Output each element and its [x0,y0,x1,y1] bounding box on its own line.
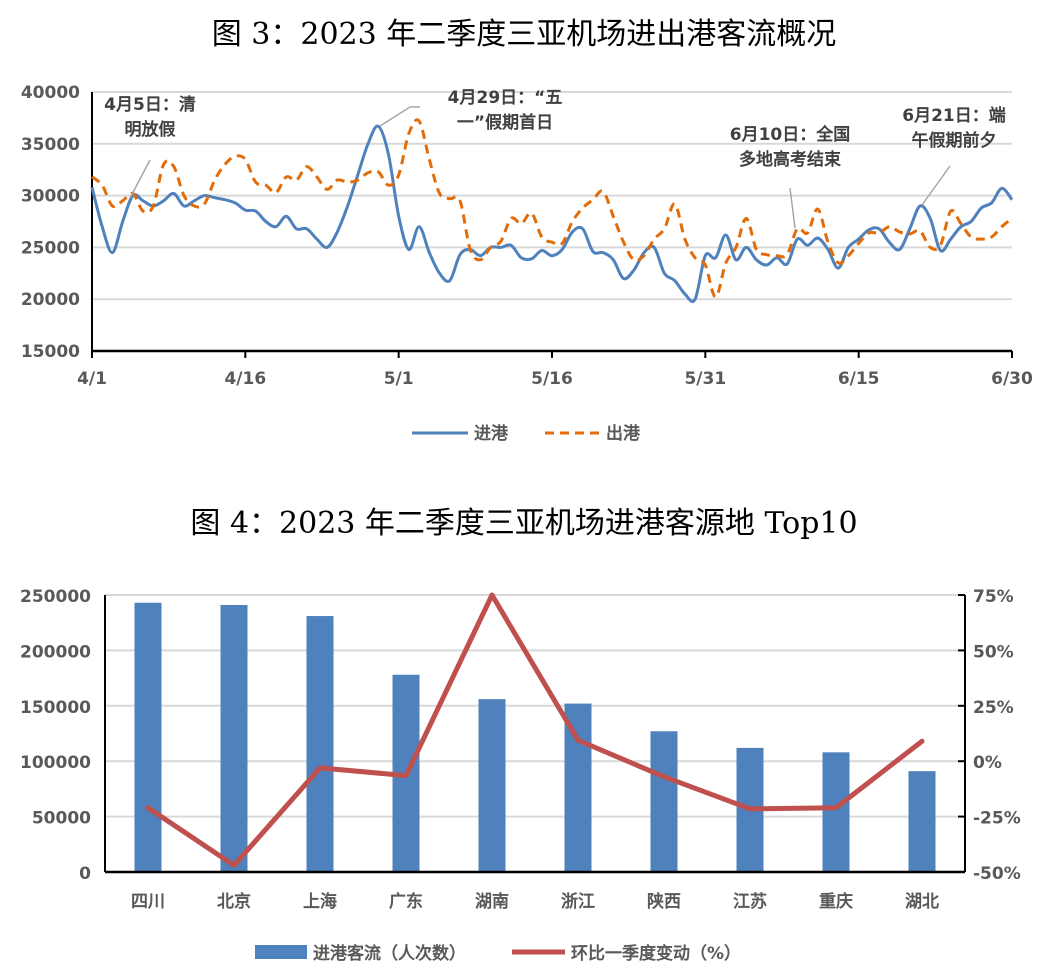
x-tick-label: 北京 [217,891,251,912]
y2-tick-label: 25% [973,698,1014,718]
annotation-text: 午假期前夕 [912,130,997,151]
x-tick-label: 上海 [303,891,337,912]
y-tick-label: 100000 [20,753,91,773]
x-tick-label: 4/1 [77,369,107,389]
x-tick-label: 江苏 [733,891,767,912]
y2-tick-label: 50% [973,642,1014,662]
bar [306,616,334,872]
legend-label-line: 环比一季度变动（%） [571,943,741,964]
x-tick-label: 6/15 [838,369,880,389]
chart1: 15000 20000 25000 30000 35000 40000 4/1 4/16 5/1… [21,83,1033,444]
annotation-text: 一”假期首日 [457,112,553,133]
x-tick-label: 重庆 [819,891,853,912]
annotation-text: 多地高考结束 [739,149,841,170]
bar [822,752,850,872]
x-tick-label: 6/30 [991,369,1033,389]
y-tick-label: 150000 [20,698,91,718]
y-tick-label: 250000 [20,587,91,607]
bar [650,731,678,872]
x-tick-label: 陕西 [647,891,681,912]
y2-tick-label: 75% [973,587,1014,607]
annotation-leader [921,165,951,206]
x-tick-label: 浙江 [561,891,595,912]
legend-label-bar: 进港客流（人次数） [313,943,466,964]
x-tick-label: 湖北 [905,892,939,912]
annotation-text: 明放假 [125,119,176,140]
series-line-outbound [91,118,1013,299]
x-tick-label: 5/1 [384,369,414,389]
y-tick-label: 40000 [21,83,80,103]
chart2: 0 50000 100000 150000 200000 250000 -50% -25% 0%… [20,587,1021,964]
annotation-leader [379,106,411,127]
annotation-text: 6月10日：全国 [730,124,851,145]
x-tick-label: 广东 [389,891,423,912]
y-tick-label: 30000 [21,187,80,207]
annotation-text: 6月21日：端 [902,105,1006,126]
bar [908,771,936,872]
y2-tick-label: 0% [973,753,1002,773]
legend-label-inbound: 进港 [474,423,509,444]
annotation-text: 4月5日：清 [104,94,196,115]
y-tick-label: 25000 [21,238,80,258]
bar [564,703,592,872]
series-line-qoq-change [145,592,925,868]
chart1-title: 图 3：2023 年二季度三亚机场进出港客流概况 [212,17,837,52]
chart2-title: 图 4：2023 年二季度三亚机场进港客源地 Top10 [190,506,857,541]
legend-label-outbound: 出港 [606,423,641,444]
annotation-text: 4月29日：“五 [448,88,563,108]
series-line-inbound [90,124,1014,304]
y-tick-label: 50000 [32,809,91,829]
y2-tick-label: -25% [973,809,1021,829]
x-tick-label: 5/31 [684,369,726,389]
annotation-leader [789,187,796,229]
y-tick-label: 20000 [21,290,80,310]
bar [134,602,162,872]
y2-tick-label: -50% [973,864,1021,884]
x-tick-label: 5/16 [531,369,573,389]
annotation-leader [129,159,151,199]
y-tick-label: 0 [79,864,91,884]
x-tick-label: 4/16 [224,369,266,389]
legend-swatch-bar [255,945,307,959]
y-tick-label: 35000 [21,135,80,155]
bar [478,699,506,872]
y-tick-label: 15000 [21,342,80,362]
y-tick-label: 200000 [20,642,91,662]
bar [220,604,248,872]
x-tick-label: 四川 [131,892,165,912]
x-tick-label: 湖南 [475,891,509,912]
